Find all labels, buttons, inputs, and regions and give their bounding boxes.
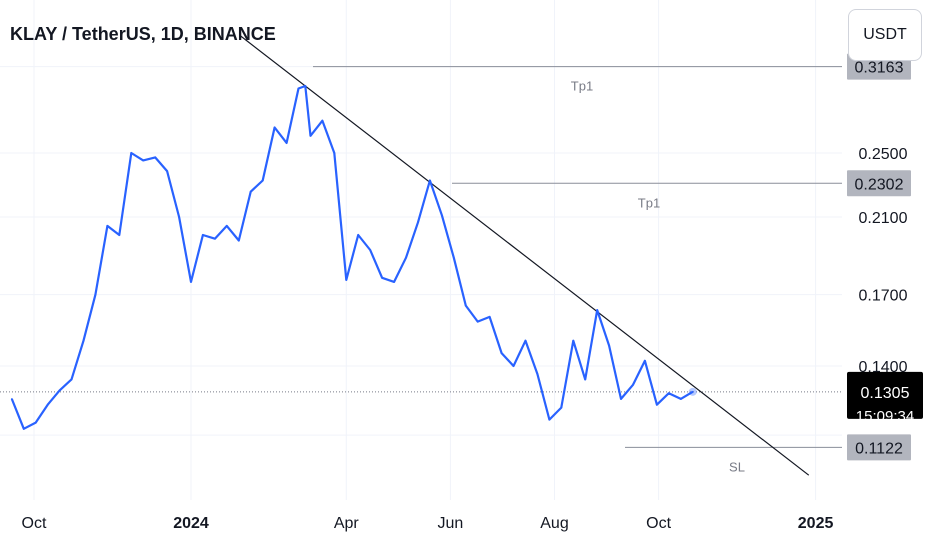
price-point [548, 418, 551, 421]
last-price-label: 0.1305 [861, 385, 910, 402]
price-point [154, 156, 156, 159]
price-point [82, 339, 85, 342]
chart-title: KLAY / TetherUS, 1D, BINANCE [10, 24, 276, 44]
price-point [357, 234, 360, 236]
price-point [94, 293, 97, 296]
price-point [34, 421, 37, 424]
price-point [632, 384, 634, 386]
price-point [524, 339, 527, 342]
price-point [500, 352, 503, 354]
price-point [285, 142, 288, 144]
level-label: Tp1 [638, 195, 660, 210]
level-price-box [847, 434, 911, 461]
price-point [691, 391, 694, 393]
price-point [536, 373, 539, 375]
x-tick-label: Jun [437, 515, 463, 532]
price-point [304, 85, 307, 87]
currency-button[interactable]: USDT [848, 9, 922, 61]
price-point [273, 126, 276, 129]
price-point [441, 214, 443, 217]
price-point [166, 170, 168, 172]
x-tick-label: 2024 [173, 515, 209, 532]
price-point [309, 134, 312, 137]
price-point [453, 256, 455, 259]
last-price-dot [688, 387, 697, 396]
price-point [488, 316, 491, 318]
level-label: Tp1 [571, 79, 593, 94]
price-point [512, 365, 515, 367]
price-point [476, 320, 479, 323]
price-point [644, 359, 646, 362]
price-point [261, 179, 264, 182]
price-point [405, 256, 407, 259]
price-point [237, 239, 240, 242]
price-point [620, 398, 622, 400]
x-tick-label: Oct [22, 515, 47, 532]
level-price-label: 0.3163 [855, 60, 904, 77]
price-point [333, 152, 336, 154]
price-point [226, 225, 228, 227]
price-point [22, 428, 25, 430]
price-point [321, 119, 324, 122]
price-point [178, 216, 180, 218]
x-tick-label: Oct [646, 515, 671, 532]
price-point [464, 304, 467, 307]
price-point [58, 389, 61, 392]
price-line [10, 84, 694, 430]
trendline [239, 35, 810, 476]
level-price-box [847, 170, 911, 197]
price-point [11, 398, 13, 400]
price-point [584, 378, 587, 381]
y-tick-label: 0.1400 [859, 359, 908, 376]
time-axis[interactable]: Oct 2024 Apr Jun Aug Oct 2025 [22, 515, 834, 532]
price-point [345, 279, 348, 281]
price-point [46, 403, 49, 406]
price-point [249, 190, 252, 193]
level-price-label: 0.1122 [855, 440, 903, 457]
y-tick-label: 0.2100 [859, 210, 908, 227]
price-point [560, 406, 563, 409]
price-point [190, 281, 192, 283]
price-point [118, 234, 121, 236]
price-point [572, 339, 575, 342]
price-point [417, 221, 419, 224]
price-point [429, 179, 431, 182]
x-tick-label: 2025 [798, 515, 834, 532]
x-tick-label: Apr [334, 515, 360, 532]
price-point [130, 152, 133, 154]
price-point [679, 398, 682, 400]
price-point [142, 159, 145, 162]
level-label: SL [729, 459, 745, 474]
x-tick-label: Aug [540, 515, 568, 532]
price-point [656, 403, 658, 406]
price-axis[interactable]: 0.2500 0.2100 0.1700 0.1400 0.3163 0.2302 0.11… [847, 53, 923, 461]
level-lines: Tp1 Tp1 SL [0, 66, 842, 474]
y-tick-label: 0.2500 [859, 146, 908, 163]
price-point [596, 309, 598, 311]
price-point [214, 237, 216, 240]
price-point [381, 276, 383, 279]
y-tick-label: 0.1700 [859, 288, 908, 305]
last-price-box [847, 371, 923, 419]
price-point [369, 249, 371, 251]
price-point [297, 87, 300, 90]
price-point [608, 344, 610, 347]
trendline-segment [239, 35, 810, 476]
grid-lines [0, 0, 842, 500]
price-point [668, 392, 670, 395]
price-point [393, 281, 395, 283]
price-point [70, 378, 73, 381]
price-point [106, 225, 109, 227]
price-series [10, 84, 697, 430]
bar-countdown: 15:09:34 [856, 408, 914, 425]
price-point [202, 234, 204, 236]
level-price-label: 0.2302 [855, 176, 904, 193]
